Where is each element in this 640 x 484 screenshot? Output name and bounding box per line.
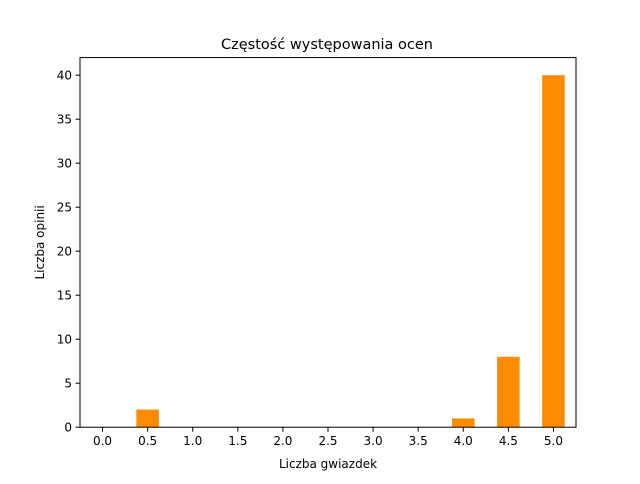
- bar-0.5: [136, 409, 159, 428]
- y-tick-label: 5: [64, 377, 72, 391]
- y-axis: 0 5 10 15 20 25 30 35 40: [57, 69, 80, 435]
- x-tick-label: 5.0: [544, 434, 563, 448]
- x-tick-label: 1.0: [183, 434, 202, 448]
- chart-title: Częstość występowania ocen: [221, 37, 433, 53]
- x-tick-label: 0.0: [93, 434, 112, 448]
- y-tick-label: 0: [64, 421, 72, 435]
- y-tick-label: 10: [57, 333, 72, 347]
- x-tick-label: 3.0: [364, 434, 383, 448]
- x-tick-label: 4.0: [454, 434, 473, 448]
- x-tick-label: 0.5: [138, 434, 157, 448]
- y-tick-label: 20: [57, 245, 72, 259]
- bar-5.0: [542, 75, 565, 428]
- x-tick-label: 1.5: [228, 434, 247, 448]
- x-tick-label: 2.0: [273, 434, 292, 448]
- x-axis-label: Liczba gwiazdek: [279, 457, 377, 471]
- x-tick-label: 4.5: [499, 434, 518, 448]
- x-tick-label: 2.5: [318, 434, 337, 448]
- bars-group: [136, 75, 565, 428]
- bar-4.0: [452, 418, 475, 428]
- y-tick-label: 40: [57, 69, 72, 83]
- y-tick-label: 15: [57, 289, 72, 303]
- x-axis: 0.0 0.5 1.0 1.5 2.0 2.5 3.0 3.5 4.0 4.5 5.0: [93, 427, 563, 448]
- bar-4.5: [497, 356, 520, 428]
- x-tick-label: 3.5: [409, 434, 428, 448]
- y-tick-label: 30: [57, 157, 72, 171]
- y-axis-label: Liczba opinii: [33, 205, 47, 279]
- y-tick-label: 35: [57, 113, 72, 127]
- y-tick-label: 25: [57, 201, 72, 215]
